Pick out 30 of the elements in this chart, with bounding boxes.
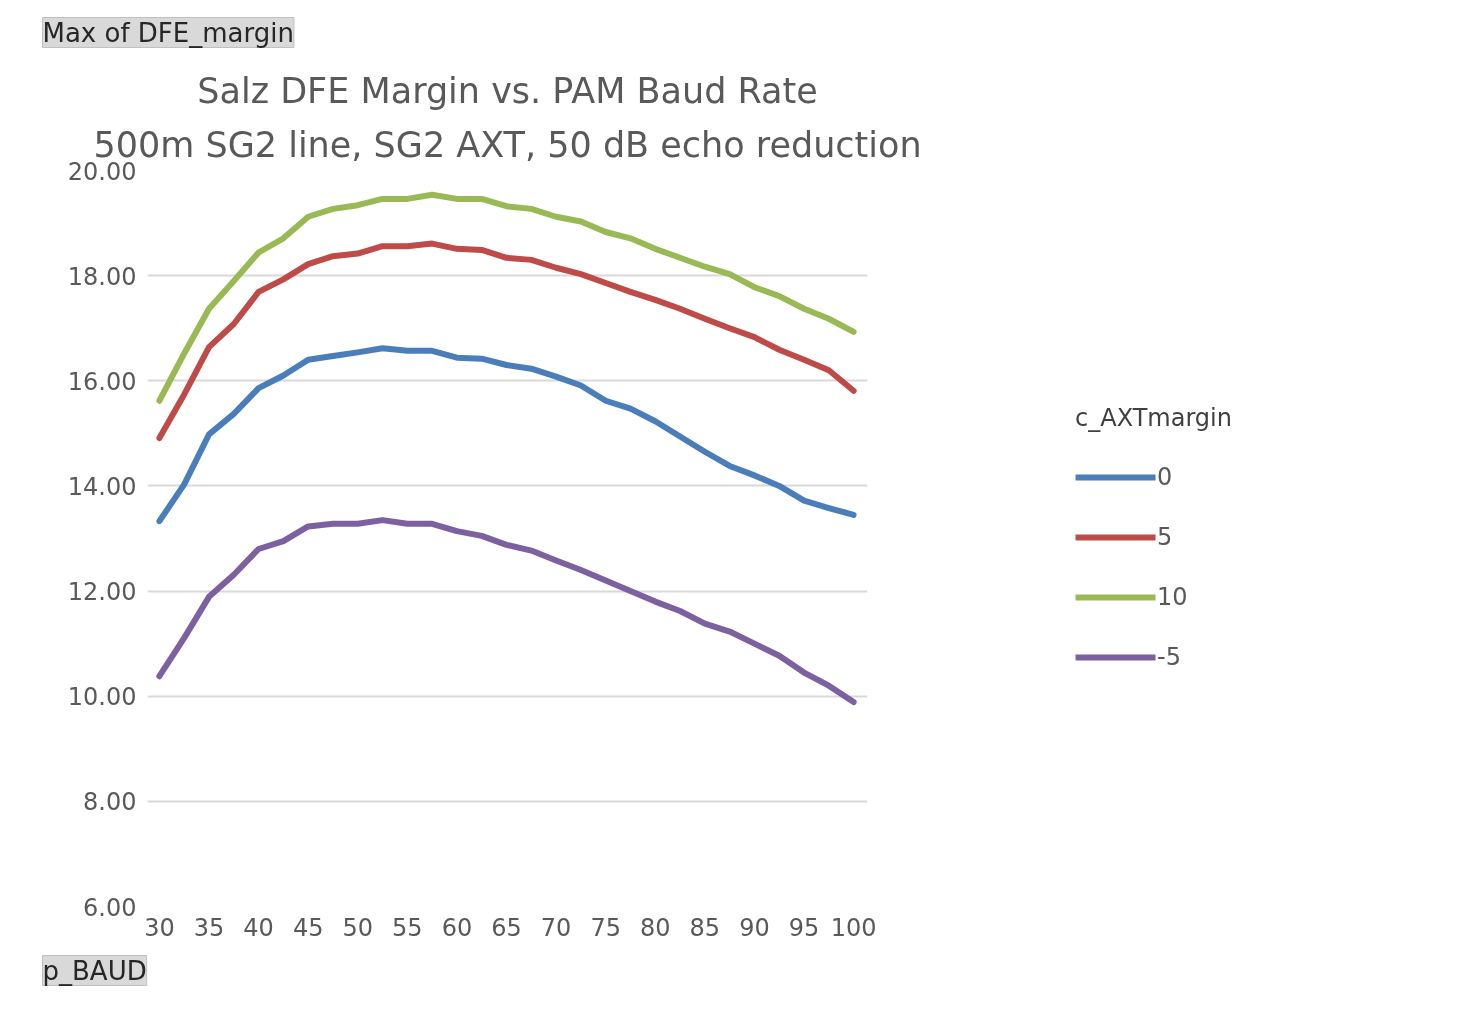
- legend-title: c_AXTmargin: [1075, 404, 1232, 432]
- y-tick-label: 18.00: [67, 262, 137, 291]
- y-tick-label: 12.00: [67, 578, 137, 607]
- x-tick-label: 90: [739, 913, 770, 942]
- text: Max of DFE_margin: [42, 17, 294, 48]
- x-tick-label: 30: [144, 913, 175, 942]
- x-tick-label: 80: [640, 913, 671, 942]
- legend-label: 10: [1157, 583, 1188, 611]
- x-tick-label: 40: [243, 913, 274, 942]
- x-tick-label: 55: [392, 913, 423, 942]
- x-tick-label: 70: [540, 913, 572, 942]
- legend-label: 0: [1157, 463, 1174, 491]
- x-tick-label: 50: [342, 913, 374, 942]
- x-tick-label: 75: [590, 913, 621, 942]
- x-tick-label: 95: [788, 913, 820, 942]
- x-tick-label: 45: [292, 913, 324, 942]
- x-tick-label: 100: [830, 913, 877, 942]
- y-tick-label: 14.00: [67, 472, 137, 501]
- chart-title: Salz DFE Margin vs. PAM Baud Rate: [197, 70, 818, 111]
- x-tick-label: 35: [193, 913, 225, 942]
- legend-label: 5: [1157, 523, 1174, 551]
- x-tick-label: 60: [441, 913, 473, 942]
- x-axis-title: p_BAUD: [42, 955, 147, 986]
- x-tick-label: 65: [491, 913, 522, 942]
- legend-label: -5: [1157, 643, 1181, 671]
- y-tick-label: 16.00: [67, 367, 137, 396]
- x-tick-label: 85: [689, 913, 721, 942]
- y-tick-label: 10.00: [67, 683, 137, 712]
- y-tick-label: 8.00: [83, 788, 137, 817]
- y-tick-label: 6.00: [83, 893, 137, 922]
